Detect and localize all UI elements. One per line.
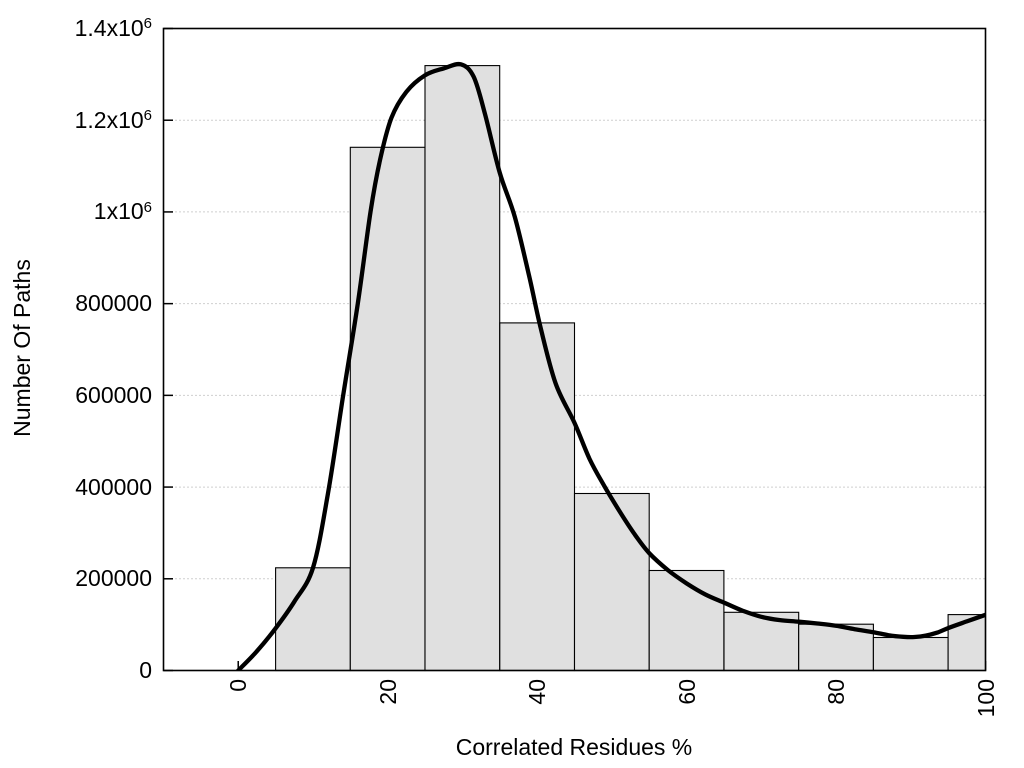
y-tick-label: 1x106	[93, 198, 152, 225]
x-axis-title: Correlated Residues %	[455, 734, 693, 760]
histogram-bar	[349, 146, 426, 672]
histogram-bar	[573, 492, 650, 672]
histogram-bar	[648, 569, 725, 672]
histogram-bar	[499, 322, 576, 672]
x-tick-label: 60	[673, 679, 700, 705]
x-tick-label: 80	[823, 679, 849, 705]
y-tick-label: 200000	[75, 565, 152, 592]
y-tick-label: 0	[139, 657, 152, 683]
x-tick-label: 40	[524, 679, 551, 705]
histogram-bar	[424, 65, 501, 672]
y-axis-title: Number Of Paths	[9, 259, 35, 437]
y-tick-label: 600000	[75, 381, 152, 408]
histogram-bar	[872, 636, 949, 672]
density-curve	[236, 61, 986, 671]
x-tick-label: 100	[972, 679, 999, 718]
x-tick-label: 20	[374, 679, 401, 705]
x-tick-label: 0	[225, 679, 252, 692]
y-tick-label: 800000	[75, 290, 152, 317]
histogram-bar	[275, 567, 351, 672]
y-tick-label: 400000	[75, 473, 152, 500]
y-tick-label: 1.2x106	[74, 106, 152, 133]
y-tick-label: 1.4x106	[74, 15, 152, 41]
plot-border	[162, 27, 987, 672]
